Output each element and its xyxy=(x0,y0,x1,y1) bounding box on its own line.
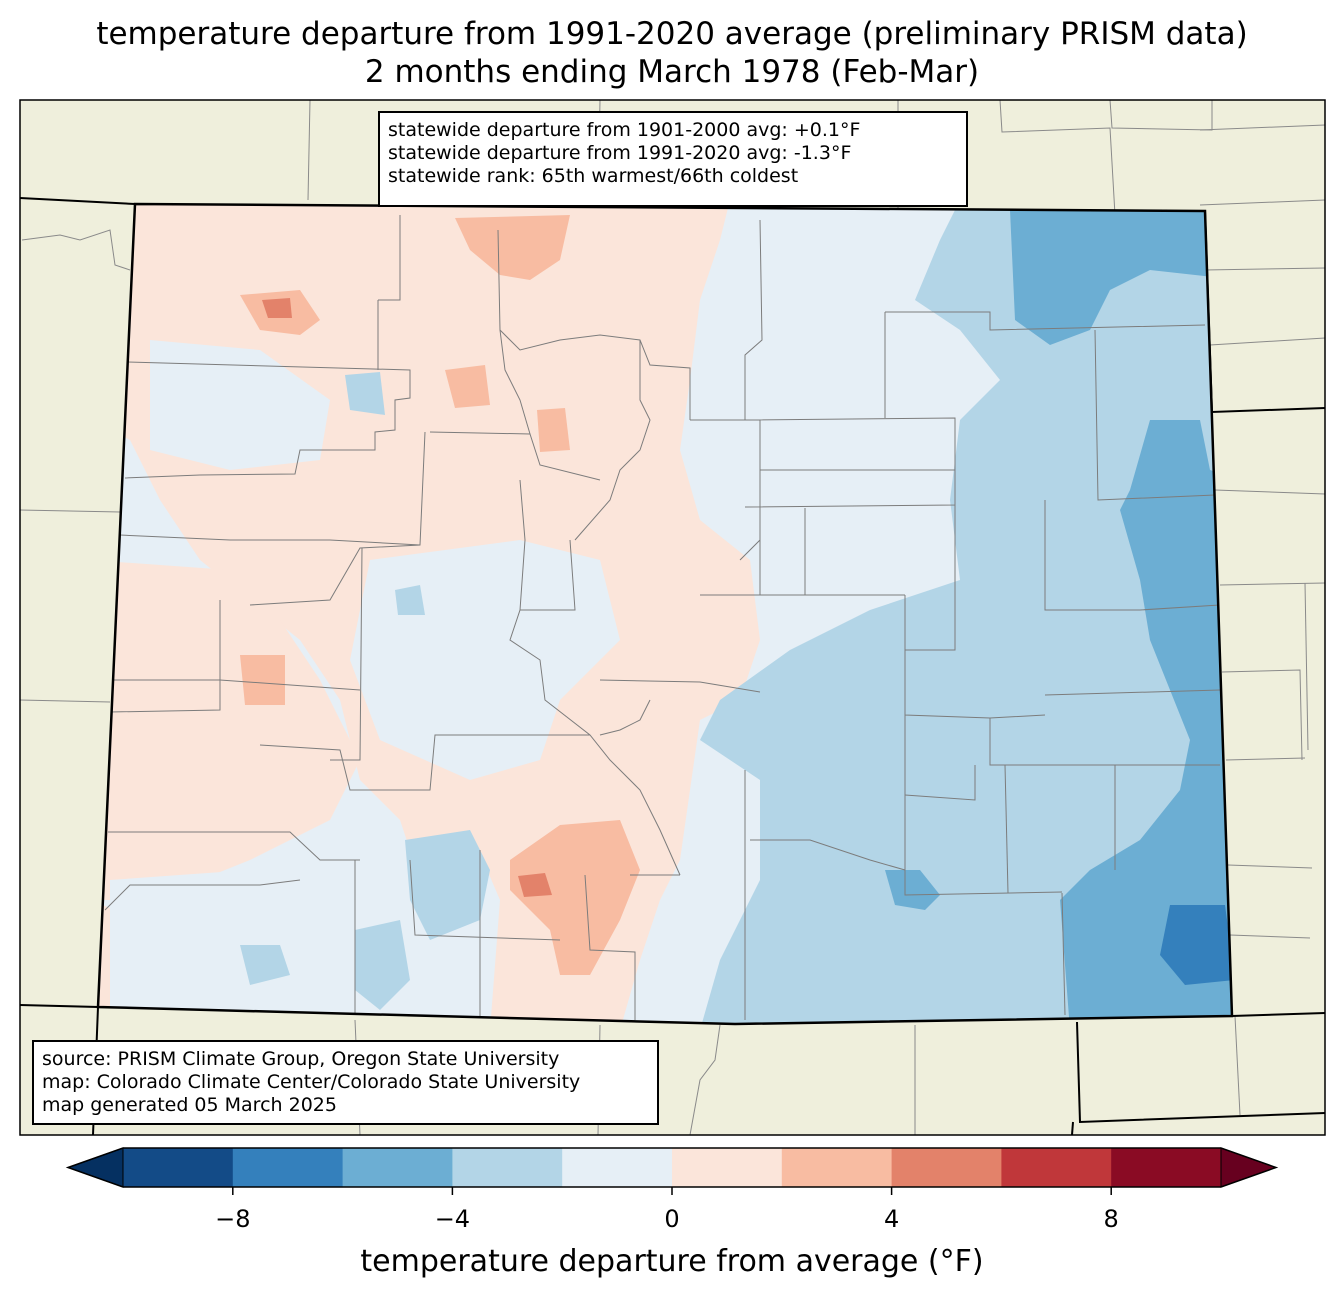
colorbar-bin xyxy=(562,1148,673,1187)
statewide-stats-box: statewide departure from 1901-2000 avg: … xyxy=(378,111,968,207)
colorbar-tick-marks xyxy=(232,1187,1112,1195)
colorbar-bin xyxy=(1111,1148,1222,1187)
stats-line-1991-2020: statewide departure from 1991-2020 avg: … xyxy=(388,142,852,164)
colorado-temperature-map xyxy=(19,99,1326,1136)
colorbar-bins xyxy=(123,1148,1222,1187)
map-title-line2: 2 months ending March 1978 (Feb-Mar) xyxy=(364,54,980,90)
colorado-state-outline xyxy=(96,202,1234,1026)
colorbar-bin xyxy=(123,1148,234,1187)
colorbar-over-arrow xyxy=(1220,1147,1278,1188)
colorbar-bin xyxy=(891,1148,1002,1187)
county-lines xyxy=(104,215,1221,1020)
colorbar-bin xyxy=(1001,1148,1112,1187)
colorbar-bin xyxy=(781,1148,893,1187)
colorbar-tick-label: 0 xyxy=(664,1205,680,1233)
source-box: source: PRISM Climate Group, Oregon Stat… xyxy=(32,1040,659,1125)
temperature-field xyxy=(98,204,1232,1024)
colorbar-outline xyxy=(65,1147,1279,1188)
colorbar-bin xyxy=(672,1148,783,1187)
source-line-generated: map generated 05 March 2025 xyxy=(42,1094,337,1116)
colorbar-bin xyxy=(452,1148,563,1187)
colorbar-tick-label: −4 xyxy=(434,1205,471,1233)
colorbar-label: temperature departure from average (°F) xyxy=(360,1244,984,1279)
colorbar-under-arrow xyxy=(66,1147,124,1188)
colorbar xyxy=(65,1147,1279,1195)
colorbar-tick-label: 8 xyxy=(1103,1205,1119,1233)
colorbar-tick-label: −8 xyxy=(215,1205,251,1233)
stats-line-rank: statewide rank: 65th warmest/66th coldes… xyxy=(388,165,799,187)
map-frame xyxy=(19,99,1326,1136)
source-line-prism: source: PRISM Climate Group, Oregon Stat… xyxy=(42,1048,560,1070)
colorbar-tick-label: 4 xyxy=(883,1205,900,1233)
stats-line-1901-2000: statewide departure from 1901-2000 avg: … xyxy=(388,119,861,141)
colorbar-bin xyxy=(342,1148,453,1187)
source-line-map: map: Colorado Climate Center/Colorado St… xyxy=(42,1071,581,1093)
map-title-line1: temperature departure from 1991-2020 ave… xyxy=(96,16,1248,52)
colorbar-bin xyxy=(232,1148,344,1187)
